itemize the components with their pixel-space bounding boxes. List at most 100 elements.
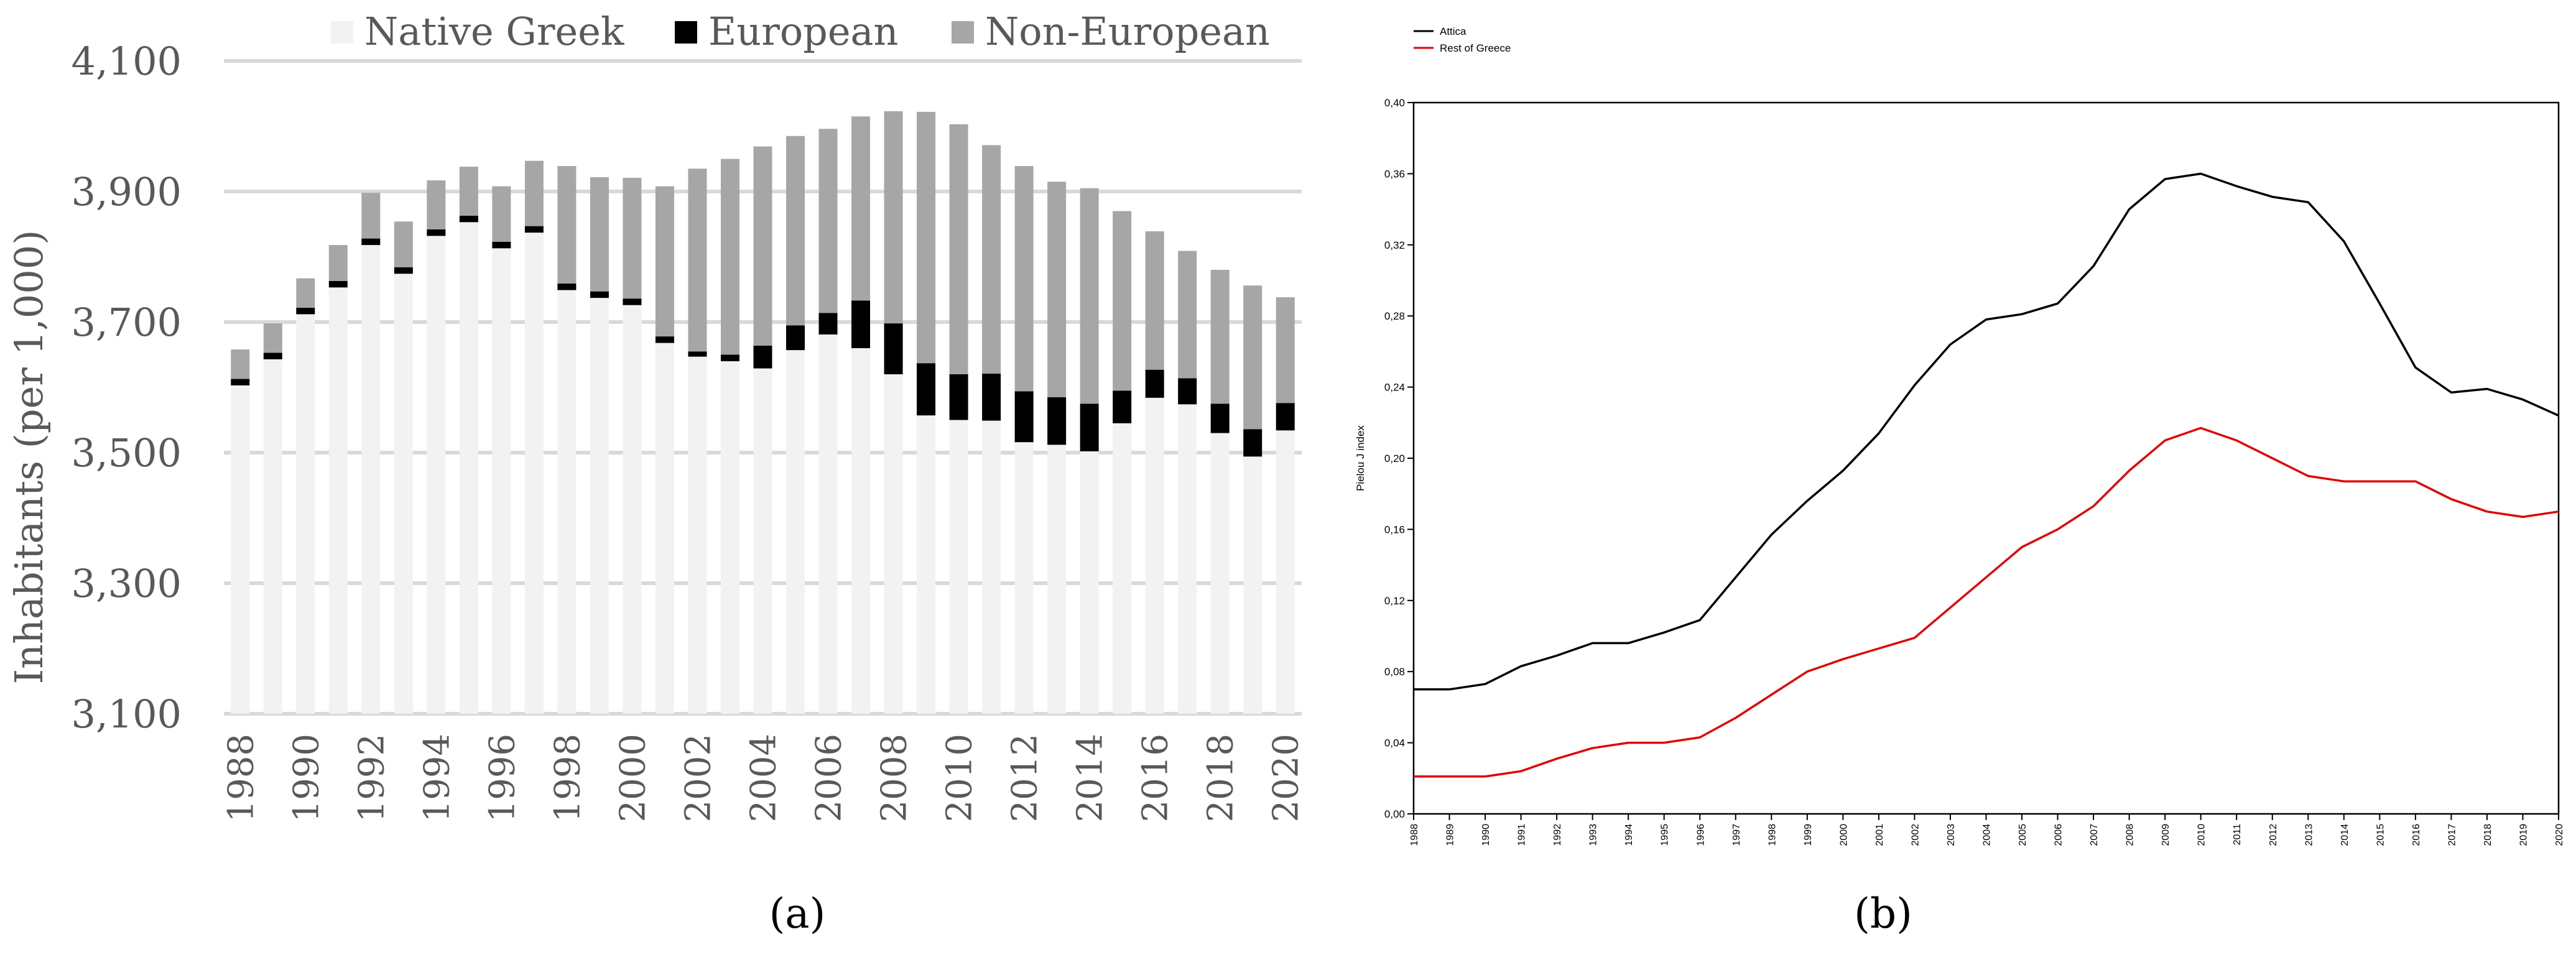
panel-b-x-tick-label: 2020	[2554, 824, 2565, 846]
panel-b-y-tick-label: 0,00	[1384, 808, 1405, 820]
panel-a-bar-non-european	[982, 145, 1001, 374]
panel-a-bar-european	[1178, 378, 1197, 405]
panel-b-y-tick-label: 0,16	[1384, 524, 1405, 535]
panel-a-bar-native-greek	[949, 420, 968, 714]
panel-a-bar-native-greek	[1113, 423, 1132, 714]
panel-b-x-tick-label: 2017	[2447, 824, 2457, 846]
panel-a-bar-european	[1145, 369, 1164, 398]
panel-a-x-tick-labels: 1988 1990 1992 1994 1996 1998 2000 2002 2004 2006…	[221, 734, 1306, 823]
panel-a-legend-swatch-native-greek	[331, 21, 353, 44]
panel-a-bar-native-greek	[818, 334, 838, 714]
panel-a-x-tick-label: 2006	[809, 734, 850, 823]
panel-b-x-tick-label: 2010	[2197, 824, 2207, 846]
panel-a-bar-european	[361, 238, 381, 246]
panel-b-label: (b)	[1854, 890, 1912, 938]
panel-a-x-tick-label: 2014	[1070, 734, 1111, 823]
panel-b-x-tick-label: 2008	[2125, 824, 2136, 846]
panel-b-x-tick-label: 2019	[2518, 824, 2529, 846]
panel-a-bar-native-greek	[720, 361, 739, 714]
panel-a-bar-non-european	[394, 221, 413, 267]
panel-a-x-tick-label: 2016	[1136, 734, 1176, 823]
panel-a-bar-non-european	[1080, 188, 1099, 404]
panel-b-y-tick-label: 0,08	[1384, 666, 1405, 678]
panel-a-bar-non-european	[296, 278, 315, 308]
panel-a-y-tick-label: 3,700	[72, 300, 182, 345]
panel-a-bar-european	[590, 291, 609, 298]
panel-a-bar-native-greek	[884, 374, 903, 714]
panel-b-x-tick-label: 1997	[1731, 824, 1742, 846]
panel-a-label: (a)	[769, 890, 826, 938]
panel-a-bar-european	[394, 267, 413, 274]
panel-b-x-tick-label: 2016	[2411, 824, 2422, 846]
panel-a-bar-native-greek	[917, 415, 936, 714]
panel-b-y-tick-label: 0,36	[1384, 168, 1405, 180]
panel-a-legend-swatch-european	[675, 21, 697, 44]
panel-a-bar-non-european	[688, 168, 707, 352]
panel-b-x-tick-label: 2011	[2232, 824, 2243, 846]
panel-a-bar-european	[753, 345, 772, 369]
panel-a-bar-native-greek	[328, 287, 348, 714]
panel-b-x-ticks: 1988 1989 1990 1991 1992 1993 1994 1995 1996 1997…	[1409, 814, 2565, 846]
panel-a-bar-european	[949, 374, 968, 420]
panel-b-y-tick-label: 0,20	[1384, 453, 1405, 464]
panel-a-bar-native-greek	[1210, 433, 1230, 714]
panel-a-y-tick-label: 3,900	[72, 169, 182, 215]
panel-b-x-tick-label: 2006	[2054, 824, 2064, 846]
panel-a-bar-european	[1080, 404, 1099, 451]
panel-a-bar-non-european	[492, 186, 511, 242]
panel-a-bar-native-greek	[1014, 442, 1034, 714]
panel-a-bar-native-greek	[655, 343, 674, 714]
panel-a-bar-native-greek	[263, 359, 282, 714]
panel-a-bar-native-greek	[557, 290, 577, 714]
panel-a-legend: Native Greek European Non-European	[331, 9, 1270, 54]
panel-a-legend-label: Native Greek	[364, 9, 624, 54]
panel-b-x-tick-label: 1990	[1481, 824, 1491, 846]
panel-a-bar-non-european	[623, 177, 642, 299]
panel-a-bar-native-greek	[231, 385, 250, 714]
panel-a-bar-european	[296, 307, 315, 315]
panel-a-bar-native-greek	[1047, 445, 1067, 714]
panel-b-x-tick-label: 2015	[2375, 824, 2386, 846]
panel-a-y-tick-label: 4,100	[72, 39, 182, 84]
panel-a-bar-non-european	[917, 111, 936, 364]
panel-b-legend-label: Rest of Greece	[1440, 42, 1511, 54]
panel-a-bar-native-greek	[753, 368, 772, 714]
panel-a-x-tick-label: 2012	[1005, 734, 1045, 823]
panel-b-x-tick-label: 2002	[1910, 824, 1920, 846]
panel-a-y-tick-label: 3,100	[72, 691, 182, 737]
panel-a-bar-non-european	[720, 159, 739, 355]
panel-b-y-tick-label: 0,24	[1384, 382, 1405, 394]
panel-b-line-attica	[1414, 172, 2559, 691]
panel-a-bar-non-european	[263, 323, 282, 353]
panel-a-bar-european	[1014, 391, 1034, 443]
panel-a-bar-native-greek	[1276, 430, 1295, 714]
panel-b-x-tick-label: 1995	[1660, 824, 1670, 846]
panel-a-bar-non-european	[1047, 182, 1067, 397]
panel-a-bar-native-greek	[492, 248, 511, 714]
panel-b-y-ticks: 0,00 0,04 0,08 0,12 0,16 0,20 0,24 0,28 0,32 0,36…	[1384, 97, 1414, 820]
panel-b-x-tick-label: 1992	[1552, 824, 1563, 846]
panel-a-bar-non-european	[1276, 297, 1295, 404]
panel-a-x-tick-label: 1990	[286, 734, 327, 823]
panel-a-x-tick-label: 1992	[351, 734, 392, 823]
panel-a-bar-native-greek	[688, 356, 707, 714]
panel-a-bar-native-greek	[1145, 397, 1164, 714]
panel-b-x-tick-label: 2018	[2483, 824, 2493, 846]
panel-a-bar-european	[459, 215, 478, 223]
panel-a-bar-native-greek	[623, 305, 642, 714]
panel-a-bar-native-greek	[427, 236, 446, 714]
panel-a-bar-european	[524, 226, 544, 233]
panel-a-bar-european	[231, 379, 250, 385]
panel-a-bar-native-greek	[459, 222, 478, 714]
panel-b-chart: 0,00 0,04 0,08 0,12 0,16 0,20 0,24 0,28 0,32 0,36…	[1355, 25, 2565, 938]
panel-a-x-tick-label: 1988	[221, 734, 261, 823]
panel-a-bar-native-greek	[361, 245, 381, 714]
panel-b-y-tick-label: 0,32	[1384, 239, 1405, 251]
panel-b-x-tick-label: 2014	[2340, 824, 2350, 846]
panel-a-bar-non-european	[753, 146, 772, 346]
panel-a-x-tick-label: 2004	[744, 734, 784, 823]
panel-a-bar-european	[818, 313, 838, 334]
panel-b-x-tick-label: 2005	[2018, 824, 2028, 846]
